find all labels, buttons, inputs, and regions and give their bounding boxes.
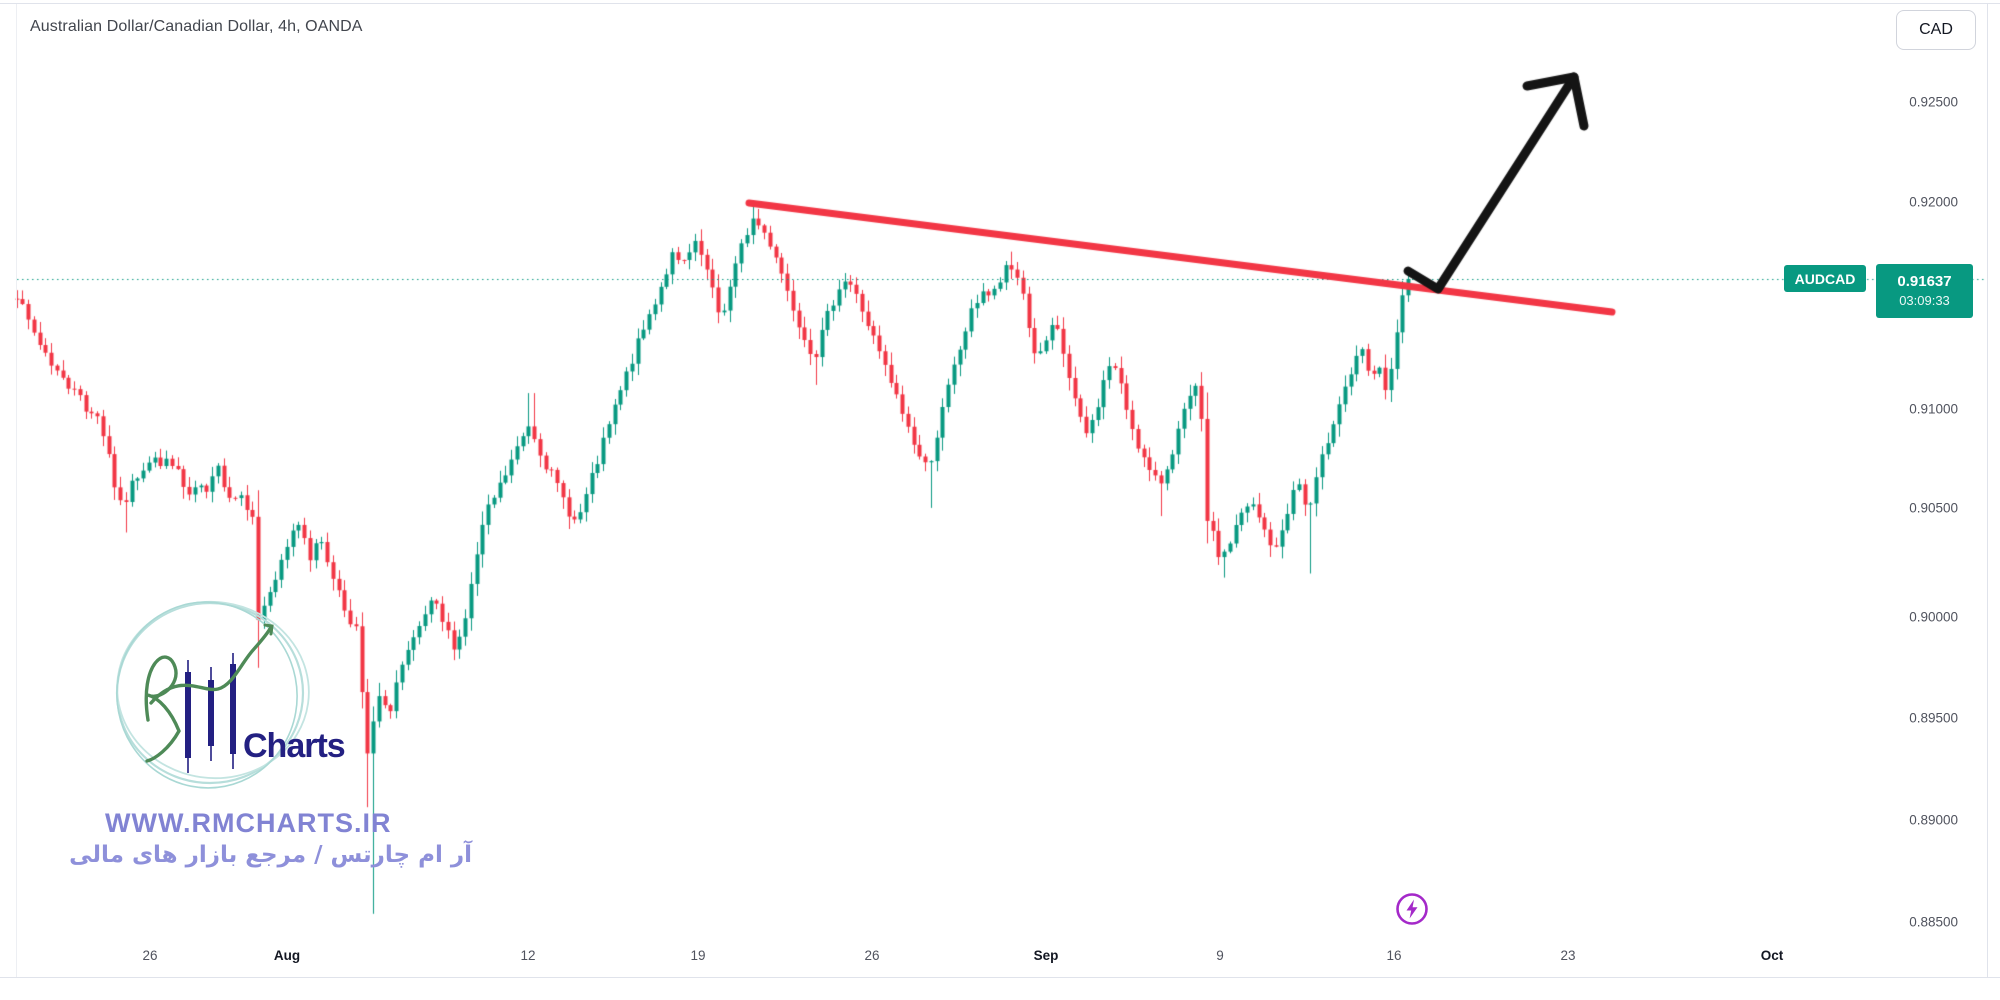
y-axis-label: 0.89500 (1909, 710, 1958, 726)
y-axis-label: 0.92000 (1909, 194, 1958, 210)
economic-event-lightning-icon[interactable] (1394, 891, 1430, 927)
y-axis-label: 0.90500 (1909, 500, 1958, 516)
currency-button[interactable]: CAD (1896, 10, 1976, 50)
time-axis-separator[interactable] (0, 977, 2000, 978)
bar-countdown: 03:09:33 (1899, 293, 1950, 309)
symbol-title: Australian Dollar/Canadian Dollar, 4h, O… (30, 18, 363, 35)
y-axis-label: 0.90000 (1909, 609, 1958, 625)
price-axis-separator[interactable] (1987, 4, 1988, 977)
pane-left-border (16, 4, 17, 977)
x-axis-label: 23 (1560, 948, 1576, 963)
last-price-value: 0.91637 (1897, 273, 1952, 291)
symbol-price-flag: AUDCAD (1784, 265, 1866, 292)
x-axis-label: 12 (520, 948, 536, 963)
x-axis-label: 19 (690, 948, 706, 963)
x-axis-label: Aug (273, 948, 301, 963)
y-axis-label: 0.91000 (1909, 401, 1958, 417)
y-axis-label: 0.92500 (1909, 94, 1958, 110)
watermark-website: WWW.RMCHARTS.IR (105, 808, 392, 838)
y-axis-label: 0.89000 (1909, 812, 1958, 828)
watermark-tagline-farsi: آر ام چارتس / مرجع بازار های مالی (69, 842, 472, 868)
x-axis-label: Oct (1760, 948, 1784, 963)
x-axis-label: 26 (142, 948, 158, 963)
x-axis-label: 16 (1386, 948, 1402, 963)
x-axis-label: 9 (1216, 948, 1224, 963)
x-axis-label: 26 (864, 948, 880, 963)
y-axis-label: 0.88500 (1909, 914, 1958, 930)
x-axis-label: Sep (1033, 948, 1059, 963)
last-price-label: 0.91637 03:09:33 (1876, 264, 1973, 318)
